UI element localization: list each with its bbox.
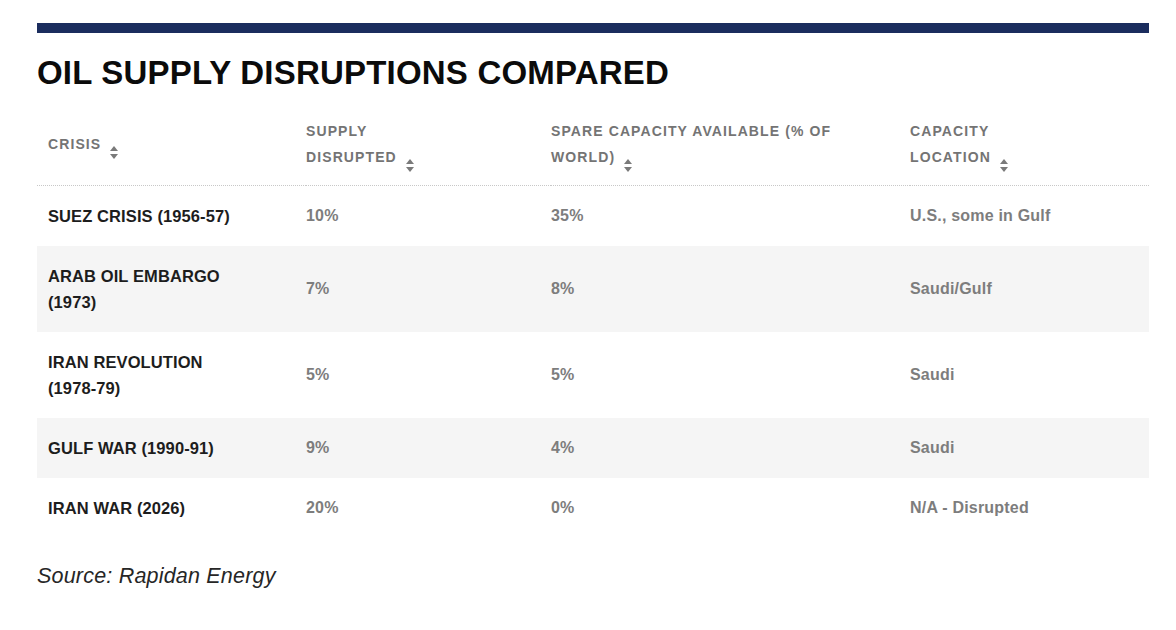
table-row: GULF WAR (1990-91) 9% 4% Saudi: [37, 418, 1149, 478]
cell-spare-capacity: 35%: [551, 185, 910, 246]
column-header-capacity-location[interactable]: CAPACITY LOCATION: [910, 108, 1149, 186]
cell-spare-capacity: 5%: [551, 332, 910, 418]
source-attribution: Source: Rapidan Energy: [37, 564, 1149, 589]
cell-crisis: IRAN REVOLUTION (1978-79): [37, 332, 306, 418]
page-title: OIL SUPPLY DISRUPTIONS COMPARED: [37, 54, 1149, 92]
column-header-label: CAPACITY LOCATION: [910, 123, 991, 165]
sort-icon[interactable]: [110, 146, 118, 159]
table-body: SUEZ CRISIS (1956-57) 10% 35% U.S., some…: [37, 185, 1149, 538]
cell-capacity-location: Saudi: [910, 418, 1149, 478]
column-header-label: SPARE CAPACITY AVAILABLE (% OF WORLD): [551, 123, 831, 165]
cell-capacity-location: U.S., some in Gulf: [910, 185, 1149, 246]
cell-spare-capacity: 0%: [551, 478, 910, 538]
graphic-container: OIL SUPPLY DISRUPTIONS COMPARED CRISIS S…: [37, 23, 1149, 589]
accent-bar: [37, 23, 1149, 33]
table-row: IRAN REVOLUTION (1978-79) 5% 5% Saudi: [37, 332, 1149, 418]
cell-spare-capacity: 4%: [551, 418, 910, 478]
header-row: CRISIS SUPPLY DISRUPTED SPARE CAPACITY A…: [37, 108, 1149, 186]
cell-crisis: ARAB OIL EMBARGO (1973): [37, 246, 306, 332]
table-header: CRISIS SUPPLY DISRUPTED SPARE CAPACITY A…: [37, 108, 1149, 186]
cell-crisis: IRAN WAR (2026): [37, 478, 306, 538]
table-row: SUEZ CRISIS (1956-57) 10% 35% U.S., some…: [37, 185, 1149, 246]
column-header-supply-disrupted[interactable]: SUPPLY DISRUPTED: [306, 108, 551, 186]
cell-supply-disrupted: 20%: [306, 478, 551, 538]
cell-supply-disrupted: 7%: [306, 246, 551, 332]
cell-supply-disrupted: 9%: [306, 418, 551, 478]
table-row: ARAB OIL EMBARGO (1973) 7% 8% Saudi/Gulf: [37, 246, 1149, 332]
cell-supply-disrupted: 10%: [306, 185, 551, 246]
column-header-label: CRISIS: [48, 136, 101, 152]
column-header-crisis[interactable]: CRISIS: [37, 108, 306, 186]
column-header-label: SUPPLY DISRUPTED: [306, 123, 397, 165]
oil-disruptions-table: CRISIS SUPPLY DISRUPTED SPARE CAPACITY A…: [37, 108, 1149, 538]
cell-capacity-location: Saudi: [910, 332, 1149, 418]
table-row: IRAN WAR (2026) 20% 0% N/A - Disrupted: [37, 478, 1149, 538]
sort-icon[interactable]: [624, 159, 632, 172]
cell-supply-disrupted: 5%: [306, 332, 551, 418]
cell-crisis: GULF WAR (1990-91): [37, 418, 306, 478]
sort-icon[interactable]: [1000, 159, 1008, 172]
sort-icon[interactable]: [406, 159, 414, 172]
cell-crisis: SUEZ CRISIS (1956-57): [37, 185, 306, 246]
cell-spare-capacity: 8%: [551, 246, 910, 332]
cell-capacity-location: Saudi/Gulf: [910, 246, 1149, 332]
column-header-spare-capacity[interactable]: SPARE CAPACITY AVAILABLE (% OF WORLD): [551, 108, 910, 186]
cell-capacity-location: N/A - Disrupted: [910, 478, 1149, 538]
